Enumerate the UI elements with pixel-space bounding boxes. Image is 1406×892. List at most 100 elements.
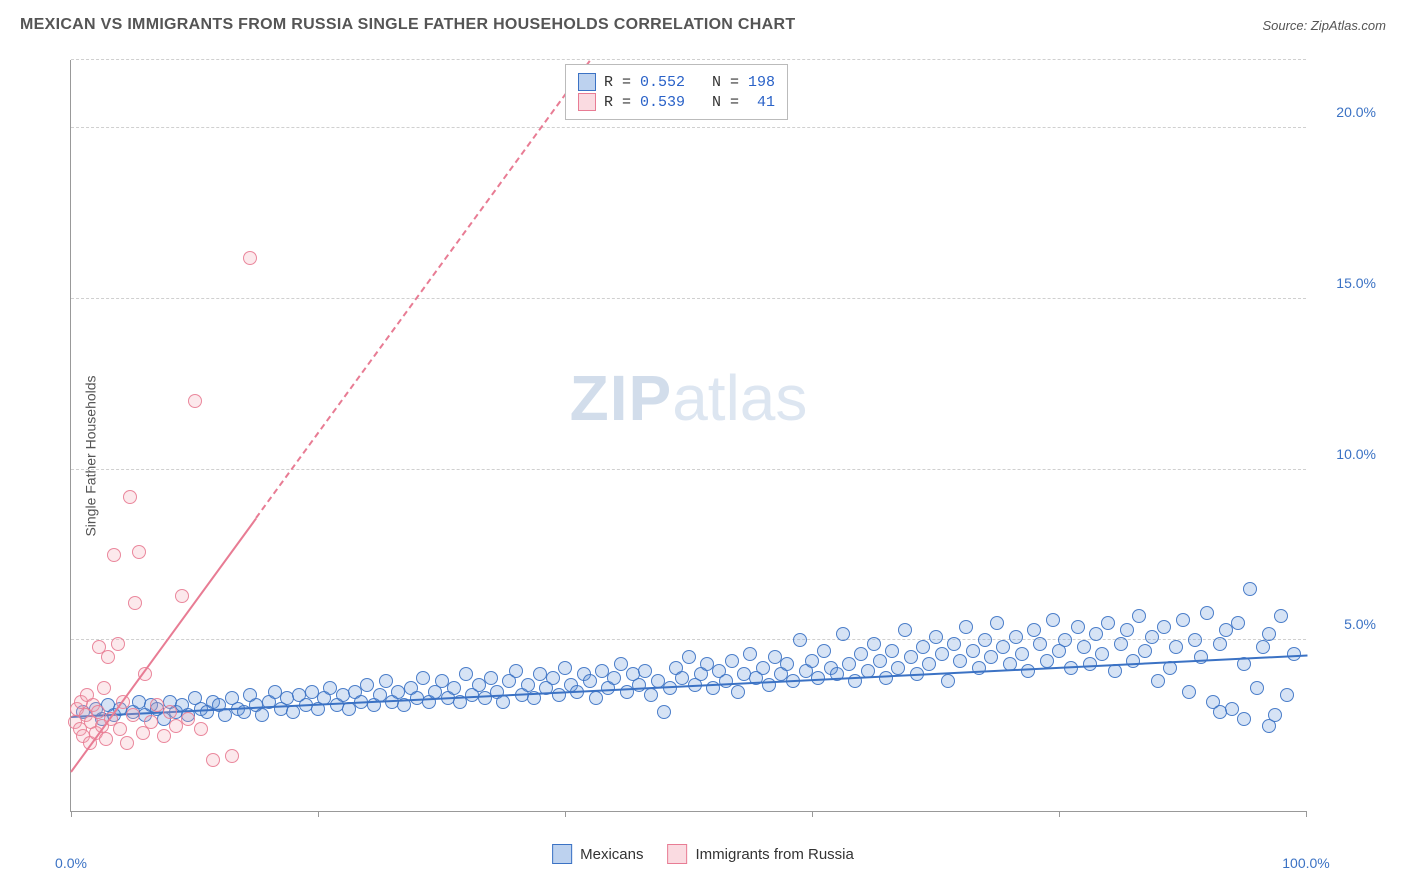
scatter-point — [935, 647, 949, 661]
scatter-point — [953, 654, 967, 668]
scatter-point — [978, 633, 992, 647]
scatter-point — [959, 620, 973, 634]
scatter-point — [558, 661, 572, 675]
scatter-point — [1213, 705, 1227, 719]
y-tick-label: 5.0% — [1316, 616, 1376, 632]
watermark: ZIPatlas — [570, 361, 808, 435]
scatter-point — [113, 722, 127, 736]
scatter-point — [1046, 613, 1060, 627]
scatter-point — [589, 691, 603, 705]
scatter-point — [1250, 681, 1264, 695]
scatter-point — [996, 640, 1010, 654]
scatter-point — [243, 251, 257, 265]
scatter-point — [1237, 712, 1251, 726]
scatter-point — [1015, 647, 1029, 661]
scatter-point — [842, 657, 856, 671]
scatter-point — [132, 545, 146, 559]
scatter-point — [1280, 688, 1294, 702]
legend-stats: R = 0.552 N = 198 R = 0.539 N = 41 — [565, 64, 788, 120]
scatter-point — [990, 616, 1004, 630]
scatter-point — [638, 664, 652, 678]
scatter-point — [123, 490, 137, 504]
scatter-point — [1040, 654, 1054, 668]
scatter-point — [743, 647, 757, 661]
scatter-point — [447, 681, 461, 695]
plot-area: ZIPatlas 5.0%10.0%15.0%20.0%0.0%100.0%R … — [70, 60, 1306, 812]
scatter-point — [929, 630, 943, 644]
gridline-h — [71, 127, 1306, 128]
source-prefix: Source: — [1262, 18, 1310, 33]
y-tick-label: 15.0% — [1316, 275, 1376, 291]
scatter-point — [1021, 664, 1035, 678]
legend-swatch — [552, 844, 572, 864]
legend-item: Mexicans — [552, 844, 643, 864]
scatter-point — [1274, 609, 1288, 623]
scatter-point — [1194, 650, 1208, 664]
scatter-point — [175, 589, 189, 603]
scatter-point — [1077, 640, 1091, 654]
scatter-point — [360, 678, 374, 692]
scatter-point — [836, 627, 850, 641]
scatter-point — [891, 661, 905, 675]
scatter-point — [817, 644, 831, 658]
scatter-point — [607, 671, 621, 685]
scatter-point — [144, 715, 158, 729]
legend-stats-text: R = 0.552 N = 198 — [604, 74, 775, 91]
scatter-point — [459, 667, 473, 681]
scatter-point — [552, 688, 566, 702]
watermark-bold: ZIP — [570, 362, 673, 434]
scatter-point — [1071, 620, 1085, 634]
scatter-point — [1225, 702, 1239, 716]
legend-stats-row: R = 0.539 N = 41 — [578, 93, 775, 111]
scatter-point — [1101, 616, 1115, 630]
scatter-point — [379, 674, 393, 688]
scatter-point — [1138, 644, 1152, 658]
scatter-point — [762, 678, 776, 692]
scatter-point — [898, 623, 912, 637]
scatter-point — [1262, 719, 1276, 733]
scatter-point — [1200, 606, 1214, 620]
gridline-h — [71, 59, 1306, 60]
scatter-point — [1145, 630, 1159, 644]
scatter-point — [101, 650, 115, 664]
chart-title: MEXICAN VS IMMIGRANTS FROM RUSSIA SINGLE… — [20, 16, 795, 34]
scatter-point — [904, 650, 918, 664]
trend-line — [256, 60, 591, 518]
scatter-point — [873, 654, 887, 668]
watermark-rest: atlas — [672, 362, 807, 434]
legend-bottom: Mexicans Immigrants from Russia — [552, 844, 854, 864]
x-tick-label: 0.0% — [55, 855, 87, 871]
scatter-point — [941, 674, 955, 688]
scatter-point — [854, 647, 868, 661]
scatter-point — [546, 671, 560, 685]
scatter-point — [1243, 582, 1257, 596]
scatter-point — [225, 749, 239, 763]
scatter-point — [107, 548, 121, 562]
scatter-point — [1231, 616, 1245, 630]
scatter-point — [163, 705, 177, 719]
scatter-point — [1089, 627, 1103, 641]
scatter-point — [188, 394, 202, 408]
scatter-point — [644, 688, 658, 702]
scatter-point — [682, 650, 696, 664]
scatter-point — [416, 671, 430, 685]
scatter-point — [99, 732, 113, 746]
scatter-point — [793, 633, 807, 647]
scatter-point — [111, 637, 125, 651]
scatter-point — [1151, 674, 1165, 688]
scatter-point — [731, 685, 745, 699]
scatter-point — [614, 657, 628, 671]
legend-label: Immigrants from Russia — [695, 846, 853, 863]
scatter-point — [1114, 637, 1128, 651]
x-tick — [812, 811, 813, 817]
scatter-point — [1262, 627, 1276, 641]
chart-area: Single Father Households ZIPatlas 5.0%10… — [20, 40, 1386, 872]
scatter-point — [725, 654, 739, 668]
legend-stats-text: R = 0.539 N = 41 — [604, 94, 775, 111]
x-tick-label: 100.0% — [1282, 855, 1329, 871]
scatter-point — [521, 678, 535, 692]
x-tick — [1306, 811, 1307, 817]
scatter-point — [879, 671, 893, 685]
legend-swatch — [578, 73, 596, 91]
y-tick-label: 20.0% — [1316, 104, 1376, 120]
